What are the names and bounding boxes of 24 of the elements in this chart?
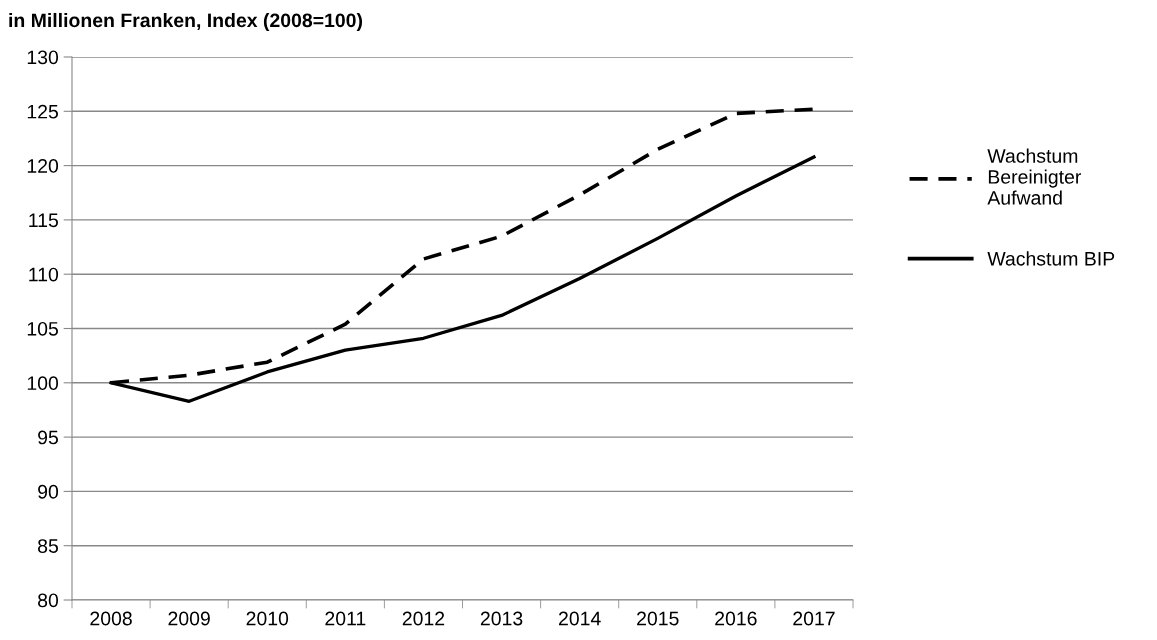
chart-title: in Millionen Franken, Index (2008=100) [9,12,363,32]
x-tick-label: 2014 [559,611,601,626]
y-tick-label: 110 [29,267,59,282]
y-tick-label: 80 [38,593,59,608]
x-tick-label: 2009 [168,611,210,626]
y-tick-label: 105 [27,321,58,336]
y-tick-label: 115 [29,213,58,228]
y-tick-label: 95 [38,430,58,445]
y-tick-label: 130 [27,50,59,65]
x-tick-label: 2017 [793,611,835,626]
x-tick-label: 2008 [90,611,132,626]
x-tick-label: 2010 [246,611,289,626]
x-tick-label: 2016 [715,611,757,626]
y-tick-label: 120 [27,159,59,173]
x-tick-label: 2012 [402,611,445,626]
y-tick-label: 100 [27,376,59,391]
x-tick-label: 2015 [637,611,679,626]
x-tick-label: 2011 [325,611,366,626]
y-tick-label: 90 [38,484,59,499]
y-tick-label: 85 [38,539,58,553]
legend-label: Wachstum BIP [987,251,1115,266]
legend-label: Wachstum Bereinigter Aufwand [987,148,1082,205]
x-tick-label: 2013 [480,611,523,626]
y-tick-label: 125 [27,104,58,119]
